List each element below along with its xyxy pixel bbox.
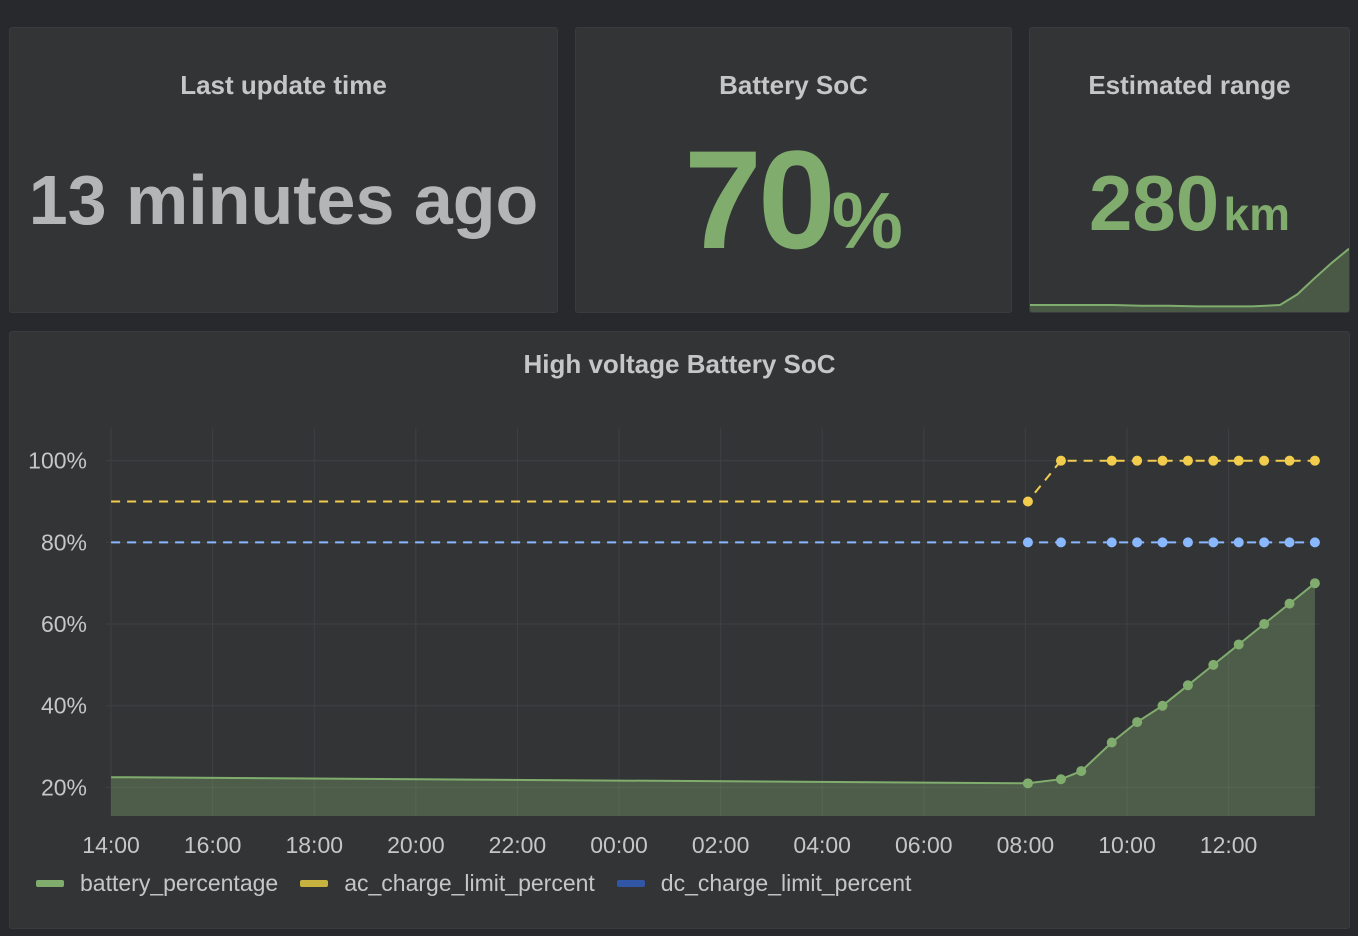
data-point-battery_percentage [1259,619,1270,630]
soc-chart[interactable]: 14:00 16:00 18:00 20:00 22:00 00:00 02:00 04:00… [10,332,1350,929]
data-point-dc_charge_limit_percent [1208,537,1219,548]
data-point-dc_charge_limit_percent [1132,537,1143,548]
x-tick-label: 10:00 [1098,832,1156,858]
legend-swatch-dc [616,880,645,887]
data-point-dc_charge_limit_percent [1284,537,1295,548]
estimated-range-value: 280 [1088,159,1220,247]
data-point-dc_charge_limit_percent [1022,537,1033,548]
legend-item-ac[interactable]: ac_charge_limit_percent [300,870,595,897]
data-point-ac_charge_limit_percent [1157,455,1168,466]
last-update-panel[interactable]: Last update time 13 minutes ago [9,27,558,313]
estimated-range-panel[interactable]: Estimated range 280 km [1029,27,1350,313]
series-area-battery_percentage [111,583,1315,816]
data-point-ac_charge_limit_percent [1182,455,1193,466]
y-tick-label: 60% [41,611,87,637]
x-tick-label: 22:00 [489,832,547,858]
data-point-battery_percentage [1233,639,1244,650]
data-point-dc_charge_limit_percent [1106,537,1117,548]
soc-chart-panel[interactable]: High voltage Battery SoC 14:00 16:00 18:00… [9,331,1350,929]
x-tick-label: 18:00 [285,832,343,858]
data-point-battery_percentage [1132,717,1143,728]
data-point-battery_percentage [1076,766,1087,777]
last-update-title: Last update time [180,70,387,100]
legend-label-dc: dc_charge_limit_percent [660,870,912,896]
x-tick-label: 20:00 [387,832,445,858]
battery-soc-unit: % [831,176,903,265]
legend-label-battery: battery_percentage [80,870,279,896]
legend-swatch-battery [36,880,64,887]
y-tick-label: 100% [28,448,87,474]
data-point-ac_charge_limit_percent [1259,455,1270,466]
x-tick-label: 12:00 [1200,832,1258,858]
data-point-ac_charge_limit_percent [1284,455,1295,466]
estimated-range-unit: km [1223,188,1291,240]
y-tick-label: 40% [41,693,87,719]
estimated-range-stat: 280 km [1030,158,1349,249]
x-tick-label: 14:00 [82,832,140,858]
chart-title: High voltage Battery SoC [523,349,836,379]
data-point-ac_charge_limit_percent [1132,455,1143,466]
data-point-dc_charge_limit_percent [1182,537,1193,548]
sparkline-line [1030,247,1349,308]
sparkline-area [1030,248,1349,312]
chart-legend: battery_percentage ac_charge_limit_perce… [36,870,933,897]
data-point-battery_percentage [1106,737,1117,748]
x-tick-label: 04:00 [793,832,851,858]
data-point-battery_percentage [1182,680,1193,691]
legend-item-dc[interactable]: dc_charge_limit_percent [616,870,912,897]
data-point-dc_charge_limit_percent [1233,537,1244,548]
legend-item-battery[interactable]: battery_percentage [36,870,278,897]
data-point-battery_percentage [1022,778,1033,789]
data-point-dc_charge_limit_percent [1309,537,1320,548]
legend-swatch-ac [300,880,329,887]
data-point-battery_percentage [1284,598,1295,609]
x-tick-label: 16:00 [184,832,242,858]
data-point-battery_percentage [1309,578,1320,589]
data-point-battery_percentage [1208,659,1219,670]
data-point-ac_charge_limit_percent [1022,496,1033,507]
last-update-value: 13 minutes ago [28,161,539,239]
range-sparkline [1030,247,1349,312]
data-point-ac_charge_limit_percent [1055,455,1066,466]
x-tick-label: 08:00 [997,832,1055,858]
data-point-ac_charge_limit_percent [1309,455,1320,466]
data-point-dc_charge_limit_percent [1055,537,1066,548]
legend-label-ac: ac_charge_limit_percent [344,870,595,896]
estimated-range-title: Estimated range [1088,70,1291,100]
data-point-ac_charge_limit_percent [1106,455,1117,466]
data-point-battery_percentage [1157,700,1168,711]
y-tick-label: 20% [41,774,87,800]
data-point-ac_charge_limit_percent [1233,455,1244,466]
x-tick-label: 06:00 [895,832,953,858]
data-point-battery_percentage [1055,774,1066,785]
y-tick-label: 80% [41,529,87,555]
x-tick-label: 02:00 [692,832,750,858]
battery-soc-stat: 70% [576,130,1011,270]
x-tick-label: 00:00 [590,832,648,858]
data-point-ac_charge_limit_percent [1208,455,1219,466]
data-point-dc_charge_limit_percent [1259,537,1270,548]
data-point-dc_charge_limit_percent [1157,537,1168,548]
battery-soc-title: Battery SoC [719,70,868,100]
series-line-ac_charge_limit_percent [111,459,1315,503]
battery-soc-value: 70 [684,121,836,278]
battery-soc-panel[interactable]: Battery SoC 70% [575,27,1012,313]
